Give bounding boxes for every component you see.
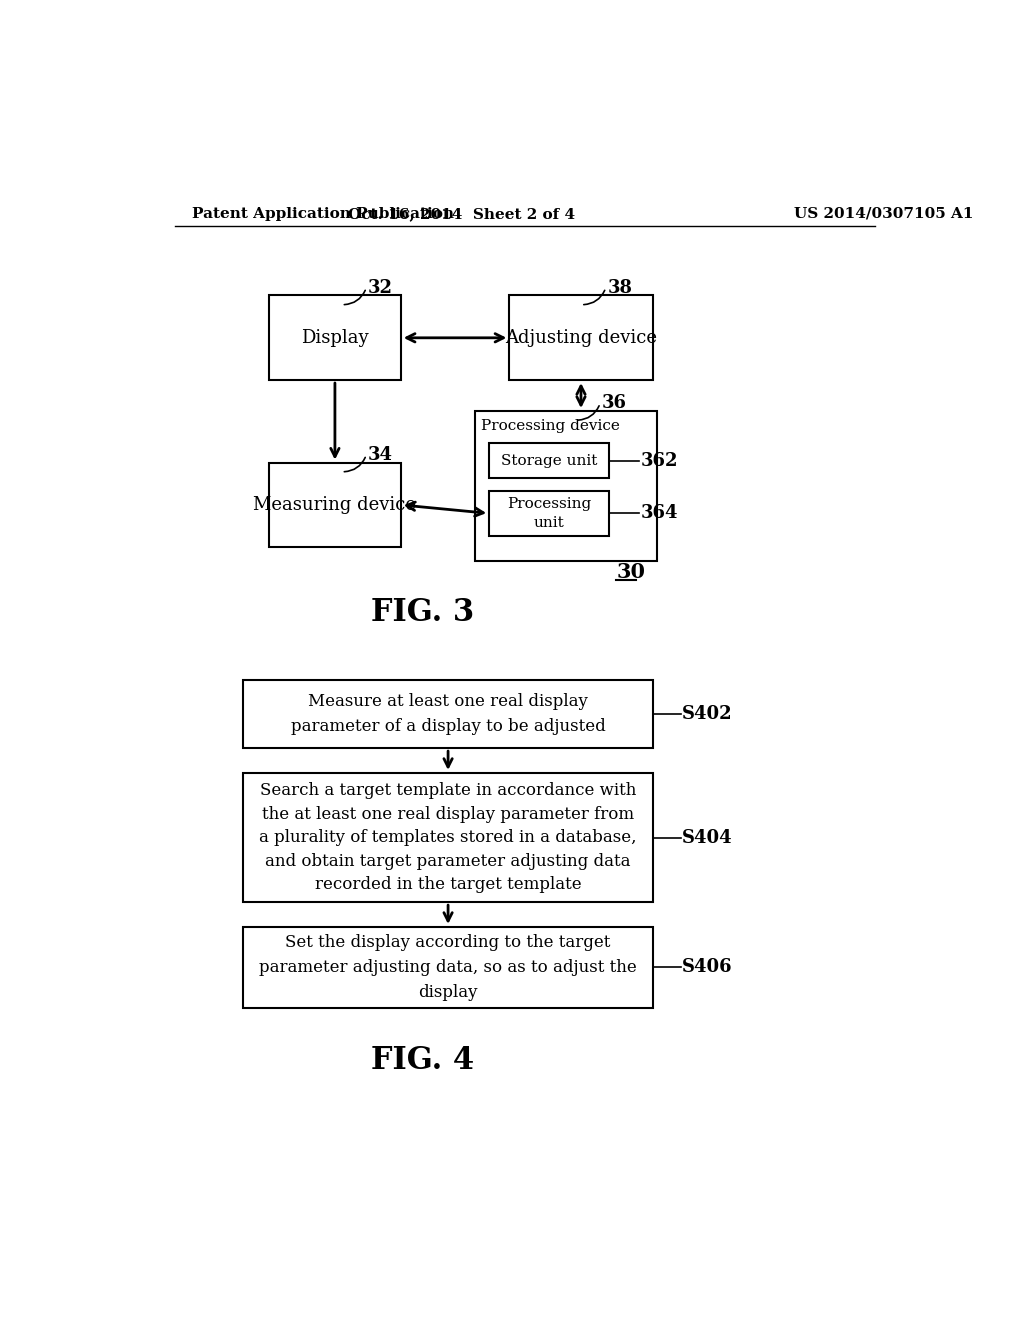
Text: Processing device: Processing device	[481, 420, 621, 433]
Text: Display: Display	[301, 329, 369, 347]
Text: Adjusting device: Adjusting device	[505, 329, 657, 347]
Bar	[489, 444, 609, 478]
Text: S406: S406	[682, 958, 733, 977]
Text: Processing
unit: Processing unit	[507, 498, 591, 529]
Bar	[243, 681, 653, 748]
Text: Storage unit: Storage unit	[501, 454, 597, 467]
Bar	[243, 927, 653, 1007]
Text: 30: 30	[616, 562, 645, 582]
Text: Measure at least one real display
parameter of a display to be adjusted: Measure at least one real display parame…	[291, 693, 605, 735]
Text: US 2014/0307105 A1: US 2014/0307105 A1	[795, 207, 974, 220]
Bar	[269, 462, 400, 548]
Text: Search a target template in accordance with
the at least one real display parame: Search a target template in accordance w…	[259, 781, 637, 894]
Bar	[489, 491, 609, 536]
Text: 362: 362	[640, 451, 678, 470]
Text: Measuring device: Measuring device	[253, 496, 417, 513]
Text: 34: 34	[368, 446, 393, 463]
Text: 32: 32	[368, 279, 393, 297]
Bar	[269, 296, 400, 380]
Text: FIG. 3: FIG. 3	[371, 597, 474, 628]
Text: 36: 36	[602, 395, 627, 412]
Text: Patent Application Publication: Patent Application Publication	[191, 207, 454, 220]
Text: FIG. 4: FIG. 4	[371, 1044, 474, 1076]
Text: 38: 38	[607, 279, 633, 297]
Text: S402: S402	[682, 705, 733, 723]
Bar	[243, 774, 653, 903]
Text: Set the display according to the target
parameter adjusting data, so as to adjus: Set the display according to the target …	[259, 935, 637, 1001]
Text: 364: 364	[640, 504, 678, 523]
Bar	[509, 296, 652, 380]
Text: Oct. 16, 2014  Sheet 2 of 4: Oct. 16, 2014 Sheet 2 of 4	[348, 207, 574, 220]
Text: S404: S404	[682, 829, 733, 846]
Bar	[475, 411, 657, 561]
